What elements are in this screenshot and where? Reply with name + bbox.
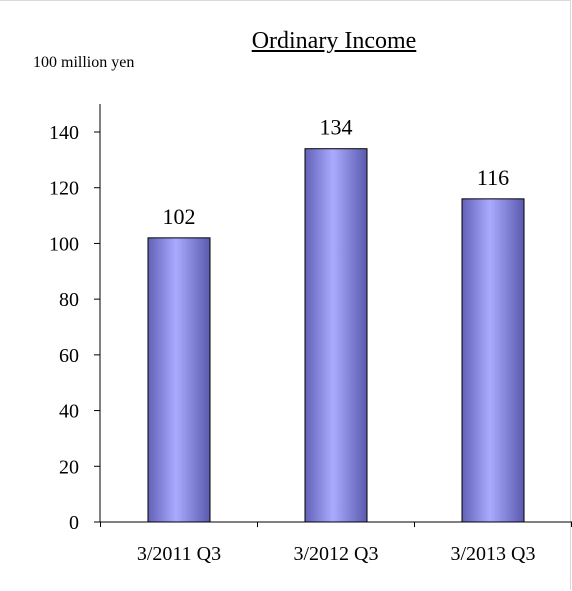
y-tick-label: 120 — [49, 178, 79, 200]
x-tick-label-1: 3/2011 Q3 — [137, 543, 221, 565]
y-axis-unit-label: 100 million yen — [33, 54, 135, 71]
y-tick-label: 40 — [59, 401, 79, 423]
data-label-2: 134 — [320, 115, 353, 140]
labels: 102 3/2011 Q3 134 3/2012 Q3 116 3/2013 Q3 — [137, 115, 536, 565]
y-tick-label: 100 — [49, 233, 79, 255]
y-tick-label: 140 — [49, 122, 79, 144]
axes: 0 20 40 60 80 100 120 140 — [49, 104, 572, 534]
bar-2 — [304, 148, 368, 523]
y-tick-label: 0 — [69, 512, 79, 534]
chart-title: Ordinary Income — [251, 28, 417, 54]
x-tick-label-2: 3/2012 Q3 — [294, 543, 379, 565]
bars — [147, 148, 525, 523]
y-tick-label: 60 — [59, 345, 79, 367]
x-tick-label-3: 3/2013 Q3 — [451, 543, 536, 565]
bar-3 — [461, 198, 525, 523]
data-label-3: 116 — [477, 165, 509, 190]
y-tick-label: 80 — [59, 289, 79, 311]
y-tick-label: 20 — [59, 456, 79, 478]
bar-1 — [147, 237, 211, 523]
data-label-1: 102 — [163, 204, 196, 229]
